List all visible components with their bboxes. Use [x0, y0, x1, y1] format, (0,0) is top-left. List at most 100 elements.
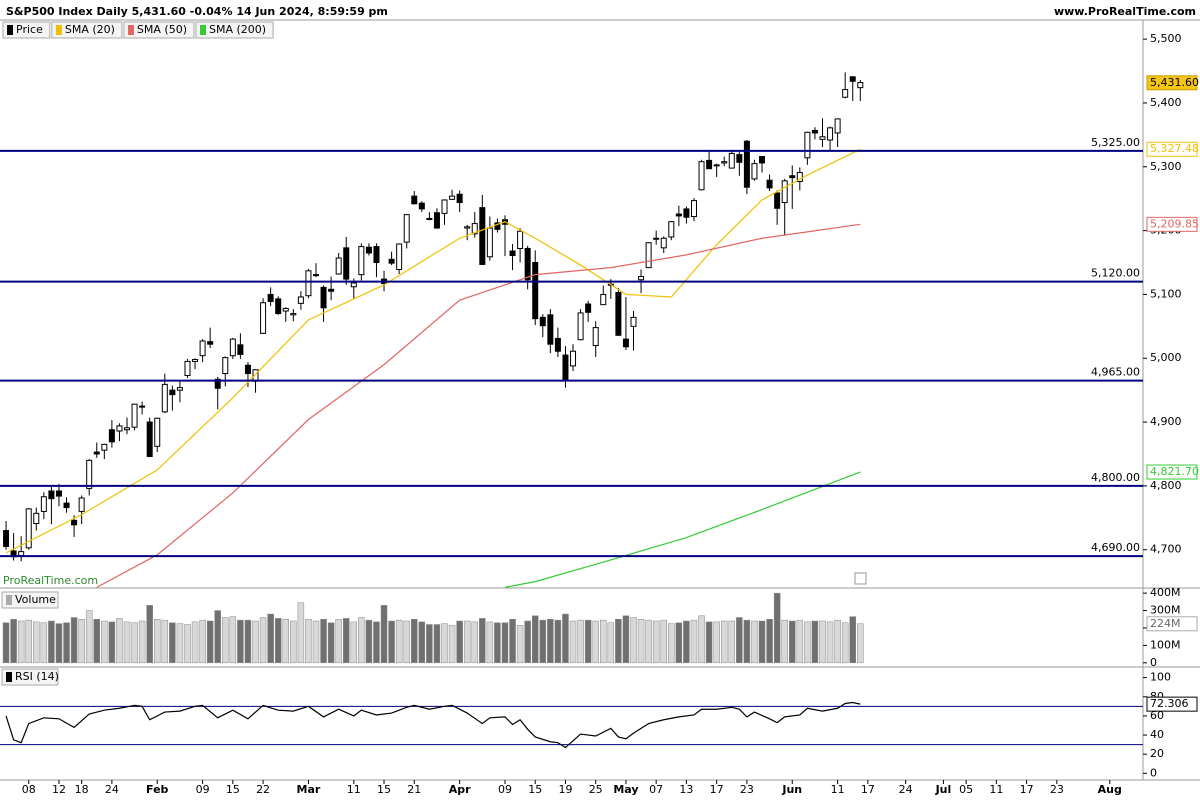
legend-label: RSI (14)	[15, 670, 59, 683]
volume-bar	[660, 619, 667, 664]
volume-bar	[2, 622, 10, 664]
volume-bar	[600, 619, 607, 664]
volume-bar	[380, 605, 388, 664]
candle-body	[388, 258, 395, 264]
candle-body	[562, 354, 569, 380]
volume-bar	[486, 621, 494, 664]
candle-body	[539, 316, 546, 327]
legend-label: Volume	[15, 593, 56, 606]
candle-body	[267, 293, 274, 302]
volume-bar	[244, 619, 252, 664]
volume-bar	[683, 620, 690, 664]
candle-body	[509, 250, 516, 256]
candle-body	[638, 276, 645, 281]
volume-bar	[25, 619, 32, 664]
candle-body	[554, 337, 561, 352]
candle-body	[184, 360, 191, 376]
x-tick-label: 11	[831, 783, 845, 796]
x-tick-label: 09	[196, 783, 210, 796]
volume-bar	[320, 619, 327, 664]
x-tick-label: 22	[256, 783, 270, 796]
candle-body	[418, 202, 425, 210]
volume-bar	[622, 615, 630, 664]
price-tag	[1146, 464, 1198, 480]
volume-bar	[736, 617, 743, 664]
x-tick-label: 13	[679, 783, 693, 796]
y-tick-label: 40	[1150, 728, 1164, 741]
candle-body	[857, 82, 864, 89]
volume-bar	[305, 619, 312, 664]
volume-bar	[713, 621, 720, 664]
legend-swatch	[7, 25, 13, 35]
price-tag	[1146, 141, 1198, 157]
candle-body	[222, 357, 229, 375]
legend-item: Price	[2, 21, 51, 39]
volume-bar	[131, 622, 138, 664]
candle-body	[464, 226, 471, 229]
x-tick-label: 08	[22, 783, 36, 796]
candle-body	[25, 508, 32, 549]
volume-bar	[539, 619, 547, 664]
candle-body	[403, 214, 410, 243]
y-tick-label: 4,800	[1150, 479, 1182, 492]
volume-bar	[153, 619, 161, 664]
y-tick-label: 0	[1150, 766, 1157, 779]
info-icon[interactable]	[854, 572, 867, 585]
candle-body	[237, 344, 244, 355]
volume-bar	[524, 620, 531, 664]
x-tick-label: 17	[861, 783, 875, 796]
candle-body	[615, 292, 622, 336]
candle-body	[630, 316, 637, 327]
candle-body	[48, 490, 55, 500]
volume-bar	[85, 610, 93, 664]
price-tag	[1146, 216, 1198, 232]
y-tick-label: 4,900	[1150, 415, 1182, 428]
x-tick-label: 07	[649, 783, 663, 796]
x-tick-label: 11	[347, 783, 361, 796]
candle-body	[55, 490, 62, 497]
candle-body	[713, 164, 720, 167]
line	[5, 148, 861, 554]
volume-bar	[191, 621, 199, 664]
volume-bar	[40, 622, 48, 664]
candle-body	[819, 136, 826, 140]
x-tick-label: 11	[989, 783, 1003, 796]
x-tick-label: 09	[498, 783, 512, 796]
x-tick-label: 23	[1050, 783, 1064, 796]
volume-bar	[426, 624, 433, 664]
candle-body	[547, 314, 554, 345]
candle-body	[192, 359, 199, 362]
volume-bar	[743, 619, 751, 664]
volume-bar	[668, 623, 675, 664]
volume-bar	[554, 619, 562, 664]
volume-bar	[811, 620, 819, 664]
volume-bar	[501, 622, 509, 664]
legend-box	[123, 21, 195, 39]
legend-box	[195, 21, 274, 39]
x-tick-label: 15	[528, 783, 542, 796]
candle-body	[759, 156, 766, 164]
candle-body	[456, 193, 463, 204]
volume-bar	[101, 620, 108, 664]
volume-bar	[675, 622, 683, 664]
volume-bar	[342, 618, 350, 664]
volume-bar	[184, 624, 191, 664]
candle-body	[71, 519, 78, 526]
legend-swatch	[6, 672, 12, 682]
volume-bar	[206, 620, 214, 664]
volume-bar	[766, 619, 773, 664]
y-tick-label: 300M	[1150, 604, 1181, 617]
volume-bar	[652, 620, 660, 664]
price-tag-label: 5,209.85	[1150, 217, 1199, 230]
volume-bar	[418, 621, 426, 664]
volume-bar	[834, 619, 841, 664]
candle-body	[577, 312, 584, 341]
volume-bar	[48, 620, 55, 664]
volume-bar	[509, 619, 516, 664]
x-tick-label: 18	[75, 783, 89, 796]
volume-bar	[161, 619, 169, 664]
volume-bar	[463, 620, 471, 664]
candle-body	[743, 140, 750, 188]
line	[96, 223, 861, 588]
level-label: 4,690.00	[1091, 541, 1140, 554]
